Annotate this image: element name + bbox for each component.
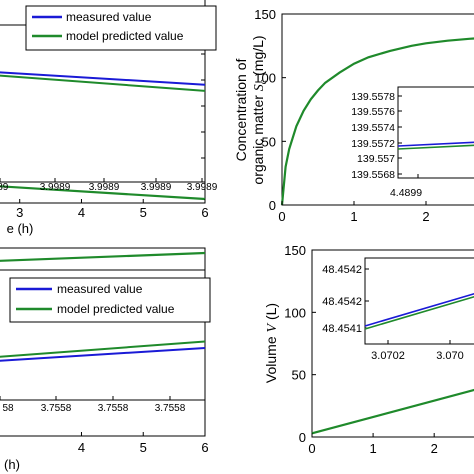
bottom-right-axes (311, 249, 474, 438)
top-right-inset-ytick-label: 139.5574 (351, 122, 395, 134)
bottom-right-xtick-label: 2 (431, 441, 438, 456)
top-right-inset-ytick-label: 139.557 (357, 153, 395, 165)
top-left-main-curve (0, 185, 206, 201)
bottom-right-ytick-label: 150 (284, 243, 306, 258)
top-right-ytick-label: 150 (254, 7, 276, 22)
bottom-right-inset-xtick-label: 3.0702 (371, 350, 405, 362)
bottom-left-series-model (0, 340, 206, 358)
top-right-xtick-label: 1 (350, 209, 357, 224)
bottom-left-series-measured (0, 347, 206, 362)
top-left-inset-xtick-label: 3.9989 (187, 182, 218, 193)
top-left-xtick-label: 4 (78, 205, 85, 220)
bottom-left-inset-xtick-label: 58 (2, 403, 14, 414)
bottom-left-xtick-label: 4 (78, 440, 85, 455)
top-right-inset (397, 86, 474, 179)
bottom-right-inset-ytick-label: 48.4541 (322, 323, 362, 335)
top-left-legend-entry: measured value (66, 10, 152, 24)
top-right-xtick-label: 2 (422, 209, 429, 224)
bottom-right-inset (364, 257, 474, 345)
top-left-xtick-label: 5 (140, 205, 147, 220)
bottom-right-xtick-label: 0 (308, 441, 315, 456)
top-right-inset-ytick-label: 139.5568 (351, 169, 395, 181)
top-right-inset-ytick-label: 139.5578 (351, 91, 395, 103)
top-right-ytick-label: 100 (254, 71, 276, 86)
top-right-xtick-label: 0 (278, 209, 285, 224)
bottom-left-legend (9, 277, 211, 323)
top-left-inset-xtick-label: 3.9989 (89, 182, 120, 193)
top-left-inset-xtick-label: 3.9989 (141, 182, 172, 193)
bottom-left-legend-entry: model predicted value (57, 302, 175, 316)
bottom-right-inset-measured (364, 292, 474, 327)
top-left-series-model (0, 74, 206, 92)
bottom-left-xtick-label: 5 (140, 440, 147, 455)
bottom-right-ytick-label: 0 (299, 430, 306, 445)
top-right-inset-model (397, 144, 474, 150)
bottom-left-xlabel: (h) (4, 457, 20, 472)
top-right-curve (280, 37, 474, 206)
bottom-right-ytick-label: 100 (284, 305, 306, 320)
bottom-left-legend-entry: measured value (57, 282, 143, 296)
top-left-legend-entry: model predicted value (66, 29, 184, 43)
bottom-left-xtick-label: 6 (201, 440, 208, 455)
bottom-right-ylabel: Volume V (L) (263, 303, 280, 383)
top-left-inset-xtick-label: 3.9989 (40, 182, 71, 193)
top-right-ylabel-line1: Concentration of (233, 59, 249, 162)
bottom-right-curve (311, 388, 474, 435)
bottom-right-ylabel-text: Volume V (L) (263, 303, 280, 383)
top-right-inset-ytick-label: 139.5572 (351, 138, 395, 150)
bottom-right-xtick-label: 1 (369, 441, 376, 456)
top-right-ytick-label: 0 (269, 198, 276, 213)
top-left-series-measured (0, 71, 206, 86)
top-right-inset-xtick-label: 4.4899 (390, 187, 422, 199)
top-left-xtick-label: 6 (201, 205, 208, 220)
top-right-axes (281, 13, 474, 206)
bottom-right-ytick-label: 50 (292, 368, 306, 383)
top-right-ylabel-line2: organic matter Sc (mg/L) (250, 35, 269, 184)
bottom-left-inset-xtick-label: 3.7558 (155, 403, 186, 414)
bottom-left-inset-xtick-label: 3.7558 (41, 403, 72, 414)
bottom-right-inset-model (364, 295, 474, 330)
bottom-left-main-curve (0, 251, 206, 262)
top-right-ylabel: Concentration of organic matter Sc (mg/L) (233, 35, 269, 184)
top-right-inset-ytick-label: 139.5576 (351, 106, 395, 118)
top-left-xlabel: e (h) (7, 221, 34, 236)
top-right-inset-measured (397, 141, 474, 147)
top-left-inset-xtick-label: 989 (0, 182, 9, 193)
bottom-right-inset-ytick-label: 48.4542 (322, 296, 362, 308)
top-left-legend (25, 5, 217, 51)
top-right-ytick-label: 50 (262, 134, 276, 149)
top-left-xtick-label: 3 (16, 205, 23, 220)
bottom-left-inset-xtick-label: 3.7558 (98, 403, 129, 414)
bottom-right-inset-xtick-label: 3.070 (436, 350, 464, 362)
bottom-right-inset-ytick-label: 48.4542 (322, 264, 362, 276)
